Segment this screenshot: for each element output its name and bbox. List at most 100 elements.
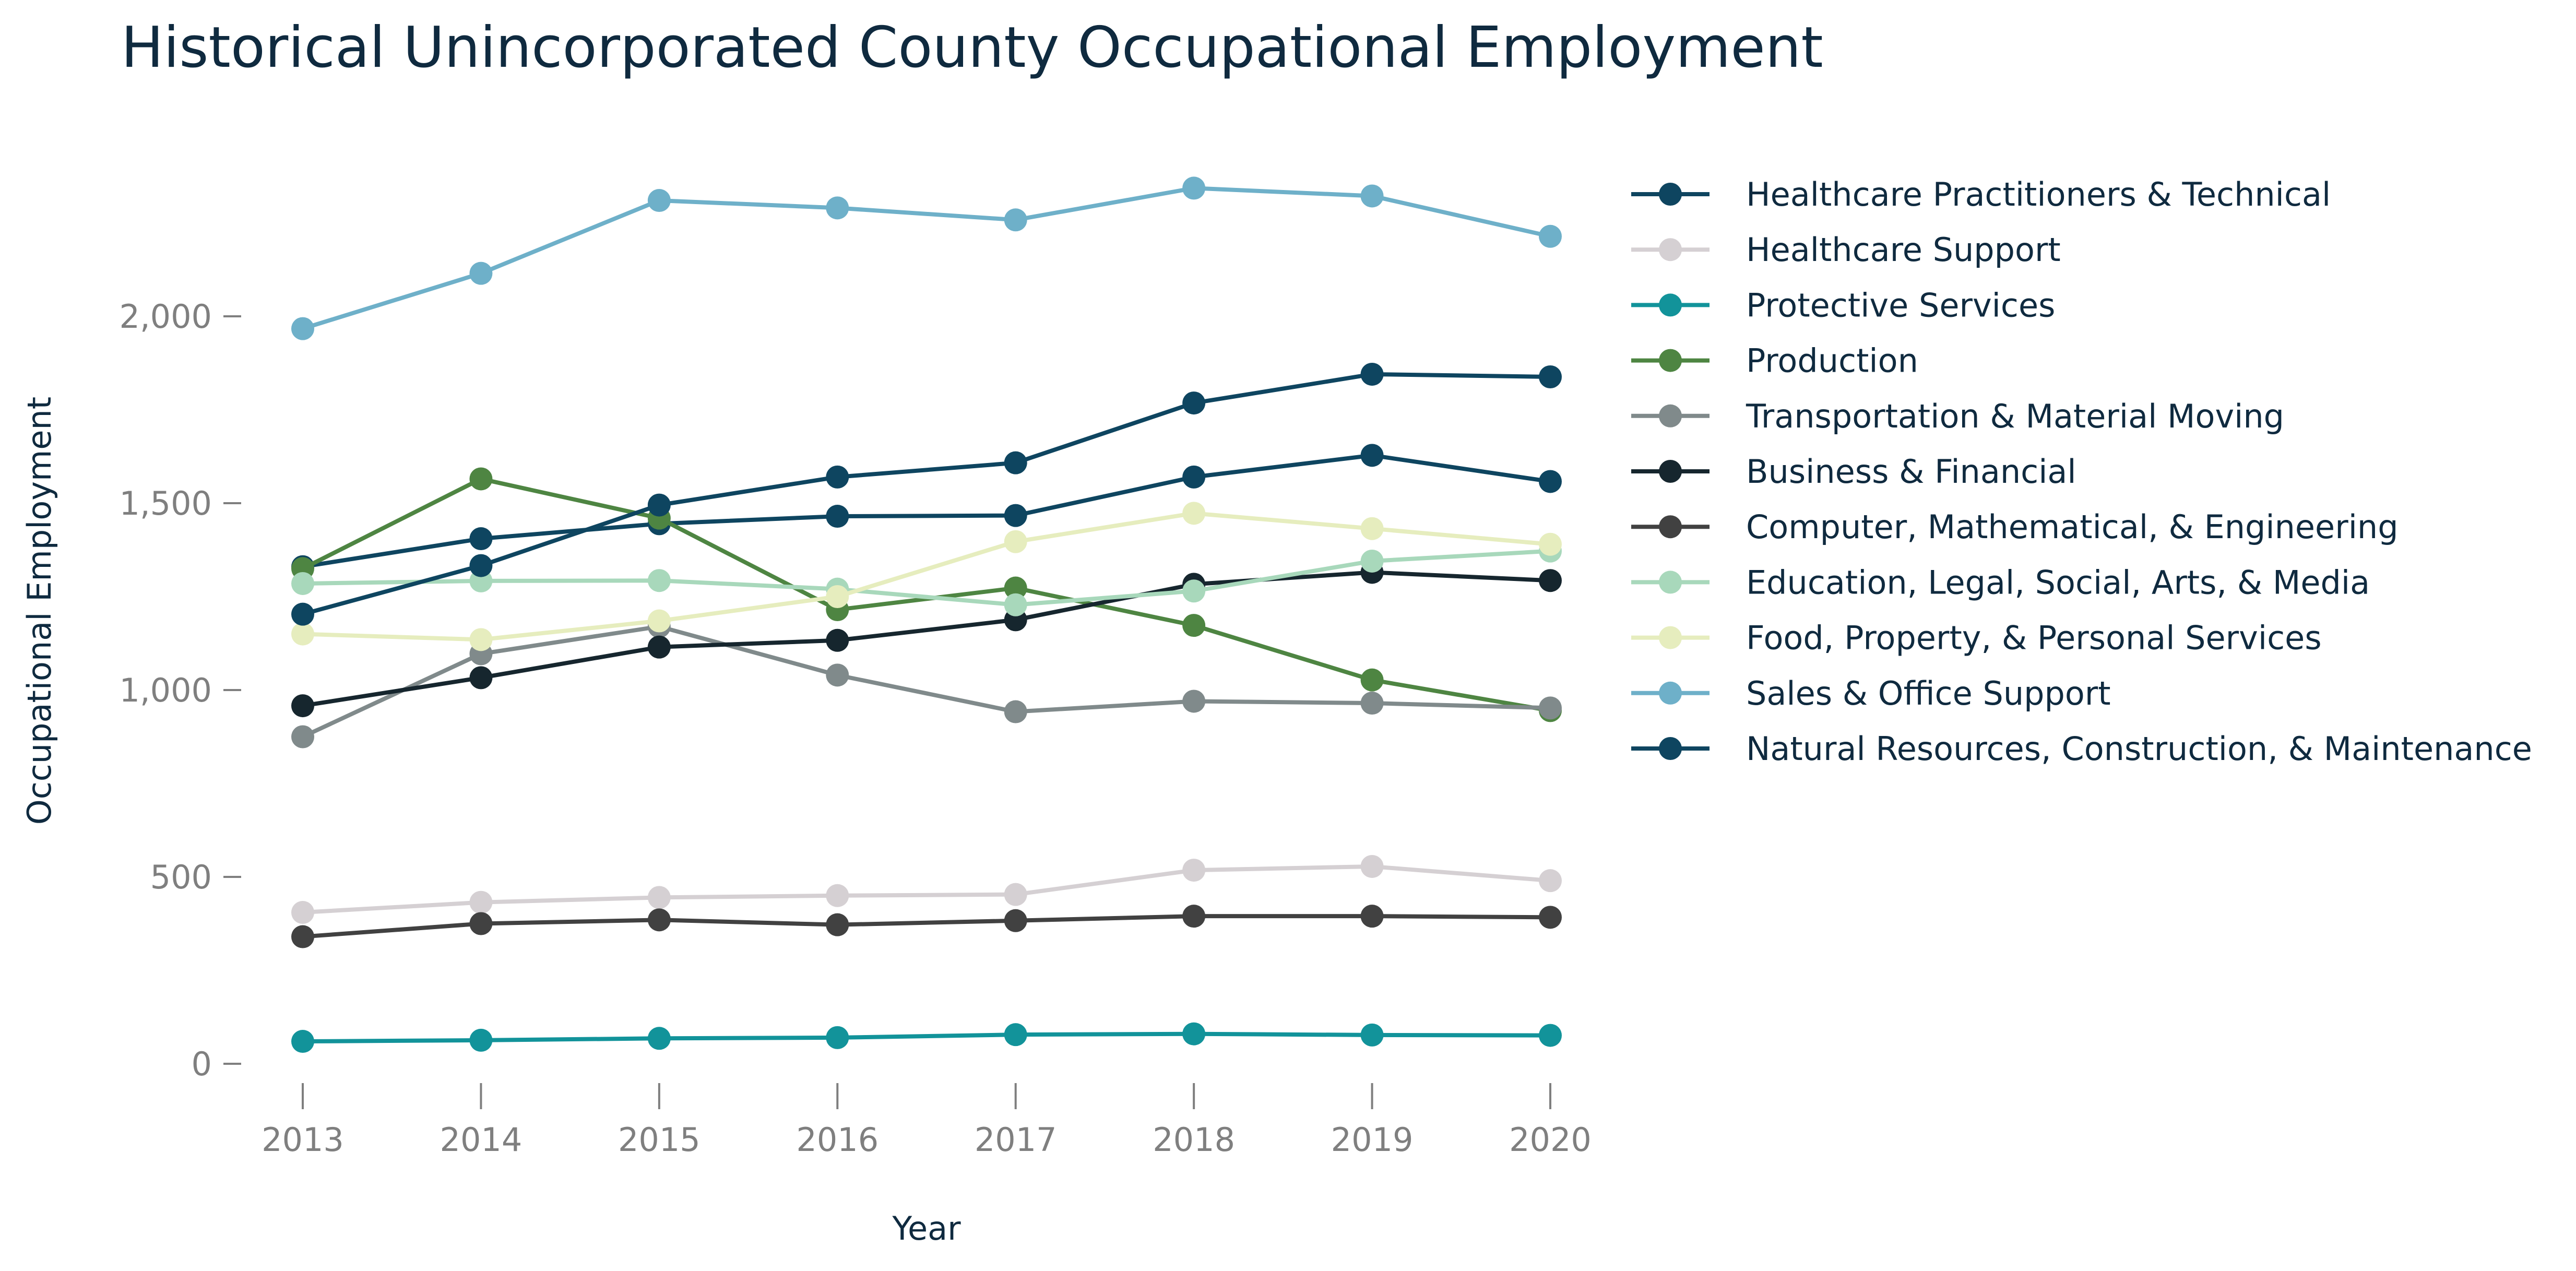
data-point [469, 912, 493, 935]
legend-marker [1659, 571, 1682, 594]
legend-item: Sales & Office Support [1631, 674, 2111, 712]
data-point [1539, 224, 1562, 248]
x-tick-label: 2017 [975, 1121, 1057, 1159]
y-tick-label: 2,000 [120, 298, 212, 336]
data-point [469, 554, 493, 577]
series-line [302, 511, 1551, 642]
y-tick-label: 0 [192, 1045, 212, 1083]
data-point [469, 467, 493, 491]
data-point [826, 585, 849, 608]
data-point [1360, 905, 1384, 928]
y-tick-label: 500 [150, 858, 212, 896]
series-line [302, 914, 1551, 939]
data-point [1360, 184, 1384, 208]
data-point [647, 569, 671, 592]
data-point [1182, 176, 1206, 200]
x-tick-label: 2016 [796, 1121, 879, 1159]
legend-label: Food, Property, & Personal Services [1746, 619, 2322, 657]
data-point [826, 663, 849, 687]
data-point [1360, 692, 1384, 715]
data-point [647, 189, 671, 212]
data-point [1004, 700, 1027, 723]
data-point [1539, 470, 1562, 493]
data-point [1360, 668, 1384, 692]
legend-item: Production [1631, 342, 1918, 380]
data-point [1182, 465, 1206, 489]
data-point [469, 628, 493, 651]
legend-label: Business & Financial [1746, 453, 2076, 491]
data-point [1539, 696, 1562, 720]
legend-item: Business & Financial [1631, 453, 2076, 491]
x-axis: 2013 2014 2015 2016 2017 2018 2019 2020 [262, 1083, 1592, 1159]
series-layer [291, 176, 1562, 1053]
data-point [469, 262, 493, 285]
x-tick-label: 2020 [1509, 1121, 1592, 1159]
data-point [1004, 208, 1027, 232]
data-point [1360, 854, 1384, 878]
data-point [1182, 859, 1206, 882]
series-2 [291, 854, 1562, 924]
legend-item: Healthcare Practitioners & Technical [1631, 175, 2331, 213]
legend-marker [1659, 349, 1682, 372]
legend-label: Healthcare Support [1746, 231, 2061, 269]
legend-item: Transportation & Material Moving [1631, 397, 2284, 435]
y-axis-label: Occupational Employment [20, 397, 58, 825]
data-point [291, 925, 314, 948]
data-point [1182, 614, 1206, 637]
data-point [291, 694, 314, 718]
data-point [469, 666, 493, 690]
x-tick-label: 2019 [1331, 1121, 1414, 1159]
data-point [826, 1026, 849, 1049]
legend-item: Computer, Mathematical, & Engineering [1631, 508, 2399, 546]
data-point [291, 317, 314, 340]
legend-item: Protective Services [1631, 286, 2055, 324]
data-point [1004, 883, 1027, 906]
data-point [291, 901, 314, 924]
data-point [647, 1027, 671, 1050]
y-tick-label: 1,000 [120, 671, 212, 709]
y-tick-label: 1,500 [120, 484, 212, 522]
legend-item: Healthcare Support [1631, 231, 2061, 269]
data-point [1182, 579, 1206, 603]
data-point [1004, 576, 1027, 600]
data-point [1539, 365, 1562, 388]
data-point [1004, 504, 1027, 527]
legend-marker [1659, 293, 1682, 317]
legend-marker [1659, 404, 1682, 427]
data-point [647, 635, 671, 659]
data-point [469, 527, 493, 551]
legend-label: Natural Resources, Construction, & Maint… [1746, 730, 2532, 768]
series-line [302, 186, 1551, 331]
data-point [647, 886, 671, 909]
y-axis: 0 500 1,000 1,500 2,000 [120, 298, 241, 1083]
series-3 [291, 1022, 1562, 1053]
legend-label: Computer, Mathematical, & Engineering [1746, 508, 2399, 546]
series-6 [291, 561, 1562, 718]
data-point [826, 628, 849, 652]
data-point [291, 725, 314, 749]
data-point [1182, 1022, 1206, 1046]
data-point [1539, 1024, 1562, 1047]
data-point [1360, 517, 1384, 540]
legend-marker [1659, 238, 1682, 262]
legend-marker [1659, 515, 1682, 539]
series-line [302, 570, 1551, 708]
series-7 [291, 905, 1562, 948]
legend-label: Production [1746, 342, 1918, 380]
legend-item: Education, Legal, Social, Arts, & Media [1631, 563, 2370, 601]
series-line [302, 864, 1551, 915]
x-axis-label: Year [892, 1209, 961, 1248]
x-tick-label: 2018 [1153, 1121, 1235, 1159]
series-10 [291, 176, 1562, 340]
data-point [826, 505, 849, 528]
data-point [1004, 909, 1027, 932]
data-point [647, 908, 671, 932]
legend-label: Healthcare Practitioners & Technical [1746, 175, 2331, 213]
data-point [1539, 906, 1562, 929]
legend-label: Education, Legal, Social, Arts, & Media [1746, 563, 2370, 601]
data-point [647, 609, 671, 633]
series-9 [291, 502, 1562, 651]
data-point [291, 602, 314, 626]
legend-label: Protective Services [1746, 286, 2055, 324]
